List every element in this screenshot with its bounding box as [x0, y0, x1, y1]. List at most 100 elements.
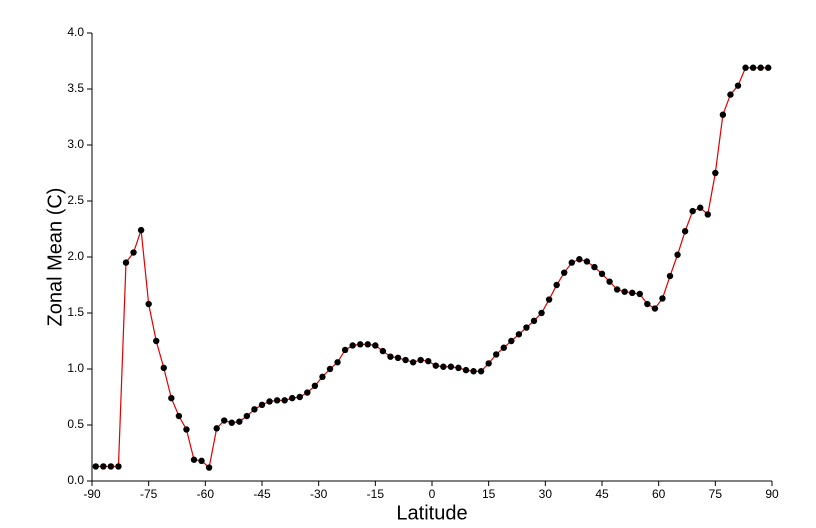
x-tick-label: 75	[709, 487, 723, 501]
x-tick-label: -90	[83, 487, 101, 501]
x-tick-label: -30	[310, 487, 328, 501]
x-tick-label: 45	[595, 487, 609, 501]
data-point	[485, 360, 492, 367]
data-point	[568, 259, 575, 266]
data-point	[160, 364, 167, 372]
data-point	[417, 356, 424, 364]
data-point	[712, 169, 719, 177]
data-point	[727, 91, 734, 98]
data-point	[387, 353, 394, 360]
data-point	[334, 359, 341, 366]
x-tick-label: 60	[652, 487, 666, 501]
data-point	[576, 256, 583, 263]
data-point	[598, 270, 606, 277]
data-point	[402, 356, 409, 364]
y-tick-label: 4.0	[67, 25, 84, 39]
data-point	[107, 463, 115, 470]
data-point	[644, 300, 651, 308]
data-point	[553, 281, 560, 289]
data-point	[689, 207, 696, 215]
data-point	[409, 359, 417, 366]
data-point	[432, 362, 439, 369]
y-tick-label: 2.0	[67, 249, 84, 263]
data-point	[243, 412, 251, 420]
data-point	[742, 64, 749, 71]
data-point	[122, 259, 130, 266]
data-point	[183, 426, 190, 433]
data-point	[92, 463, 99, 470]
data-point	[145, 300, 152, 308]
data-point	[757, 64, 764, 71]
y-tick-label: 1.0	[67, 361, 84, 375]
data-point	[153, 337, 160, 345]
y-tick-label: 3.0	[67, 137, 84, 151]
data-point	[765, 64, 772, 71]
data-point	[364, 341, 371, 348]
data-point	[205, 464, 213, 471]
data-point	[213, 425, 220, 432]
data-point	[447, 363, 455, 370]
y-tick-label: 0.5	[67, 417, 84, 431]
data-point	[651, 305, 659, 312]
data-point	[115, 463, 122, 470]
data-point	[221, 417, 228, 424]
data-point	[228, 419, 235, 426]
data-point	[379, 347, 387, 355]
data-point	[198, 457, 205, 465]
data-point	[500, 344, 507, 351]
data-point	[508, 337, 515, 345]
x-tick-label: 15	[482, 487, 496, 501]
data-point	[326, 365, 334, 373]
data-point	[613, 286, 621, 293]
data-point	[719, 111, 727, 118]
data-point	[538, 309, 545, 317]
data-point	[591, 263, 598, 271]
x-tick-label: -15	[367, 487, 385, 501]
data-point	[629, 289, 636, 297]
data-point	[258, 401, 266, 409]
data-line	[95, 67, 769, 469]
x-tick-label: -60	[197, 487, 215, 501]
y-tick-label: 1.5	[67, 305, 84, 319]
y-tick-label: 3.5	[67, 81, 84, 95]
data-point	[394, 354, 402, 361]
x-tick-label: 90	[765, 487, 779, 501]
data-point	[440, 363, 447, 370]
data-point	[523, 324, 530, 331]
data-point	[704, 211, 711, 218]
x-tick-label: 30	[539, 487, 553, 501]
data-point	[666, 272, 674, 280]
data-point	[100, 463, 107, 470]
data-point	[175, 412, 183, 420]
data-point	[168, 394, 175, 402]
data-point	[296, 393, 303, 401]
x-tick-label: 0	[429, 487, 436, 501]
data-point	[530, 317, 538, 325]
data-point	[455, 364, 462, 372]
data-point	[289, 394, 296, 402]
data-point	[137, 226, 145, 234]
x-axis-title: Latitude	[396, 502, 467, 524]
data-point	[372, 342, 379, 349]
data-point	[462, 366, 470, 374]
data-point	[621, 288, 628, 295]
data-point	[734, 82, 742, 89]
data-point	[341, 346, 349, 354]
data-point	[425, 357, 432, 365]
x-tick-label: -45	[253, 487, 271, 501]
data-point	[190, 456, 198, 463]
data-point	[681, 228, 689, 235]
data-point	[749, 64, 757, 71]
data-point	[697, 204, 704, 211]
data-point	[477, 368, 485, 375]
data-point	[659, 295, 666, 302]
data-point	[130, 249, 137, 256]
x-tick-label: -75	[140, 487, 158, 501]
data-point	[251, 406, 258, 413]
data-point	[561, 269, 568, 276]
data-point	[493, 351, 500, 358]
data-point	[606, 278, 613, 285]
data-point	[281, 397, 288, 404]
data-point	[583, 258, 591, 265]
